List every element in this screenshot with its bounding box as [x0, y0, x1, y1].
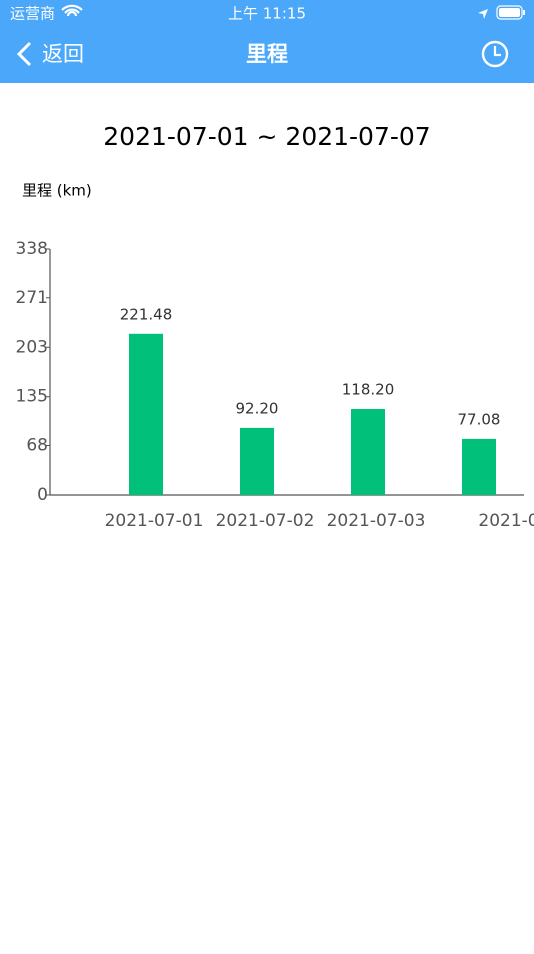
x-tick-label: 2021-07- [478, 511, 534, 531]
carrier: 运营商 [10, 5, 55, 23]
nav-background [0, 0, 534, 83]
value-label: 118.20 [342, 380, 395, 398]
y-tick-label: 135 [16, 387, 48, 407]
bar [129, 333, 163, 495]
bar [351, 408, 385, 495]
clock-time: 上午 11:15 [228, 5, 306, 23]
wifi-icon [61, 4, 83, 17]
x-tick-label: 2021-07-03 [327, 511, 426, 531]
history-button[interactable] [481, 40, 509, 68]
bar [240, 427, 274, 495]
value-label: 77.08 [458, 410, 501, 428]
battery [496, 5, 523, 20]
battery-tip [523, 10, 525, 15]
clock-icon[interactable] [481, 40, 509, 68]
y-axis-label: 里程 (km) [22, 182, 92, 200]
back-chevron[interactable] [16, 41, 32, 67]
battery-level [499, 8, 520, 17]
x-tick-label: 2021-07-01 [105, 511, 204, 531]
value-label: 221.48 [120, 305, 173, 323]
nav-title: 里程 [246, 42, 288, 66]
bar [462, 438, 496, 495]
back-label[interactable]: 返回 [42, 42, 84, 66]
x-tick-label: 2021-07-02 [216, 511, 315, 531]
y-tick-label: 68 [26, 436, 48, 456]
clock-hands[interactable] [493, 46, 501, 57]
value-label: 92.20 [236, 399, 279, 417]
back-button[interactable]: 返回 [16, 41, 84, 67]
y-tick-label: 0 [37, 485, 48, 505]
y-tick-label: 338 [16, 239, 48, 259]
y-tick-label: 271 [16, 288, 48, 308]
y-tick-label: 203 [16, 337, 48, 357]
location-icon [478, 9, 488, 19]
chart-title: 2021-07-01 ~ 2021-07-07 [103, 122, 430, 151]
